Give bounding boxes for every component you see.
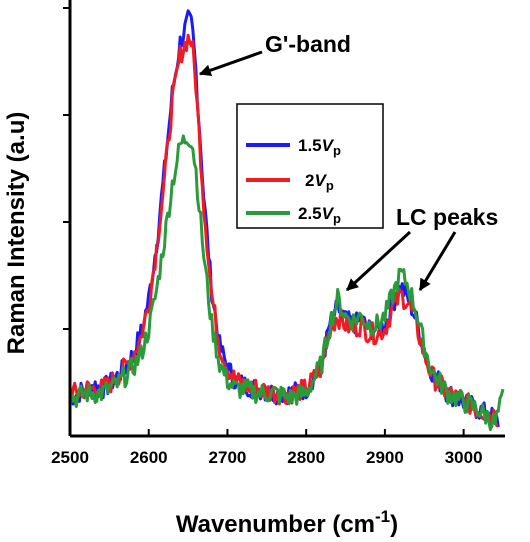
x-tick-label: 2900 — [366, 448, 404, 467]
legend-label-1: 1.5Vp — [298, 136, 341, 158]
lc-arrow-right — [418, 231, 457, 292]
x-ticks: 2500 2600 2700 2800 2900 3000 — [51, 429, 483, 467]
legend-label-3: 2.5Vp — [298, 204, 341, 226]
x-tick-label: 2500 — [51, 448, 89, 467]
y-ticks — [63, 7, 70, 330]
x-tick-label: 2700 — [209, 448, 247, 467]
g-band-label: G'-band — [265, 31, 351, 57]
lc-arrow-left — [345, 230, 412, 292]
series-line-3 — [68, 134, 505, 432]
x-axis-title: Wavenumber (cm-1) — [176, 507, 398, 538]
legend: 1.5Vp 2Vp 2.5Vp — [236, 103, 384, 229]
legend-label-2: 2Vp — [305, 171, 334, 193]
x-tick-label: 2600 — [130, 448, 168, 467]
x-tick-label: 2800 — [287, 448, 325, 467]
legend-box — [236, 103, 384, 229]
lc-peaks-label: LC peaks — [396, 204, 498, 230]
y-axis-title: Raman Intensity (a.u) — [3, 112, 30, 355]
x-tick-label: 3000 — [445, 448, 483, 467]
g-band-arrow — [198, 50, 263, 77]
series-layer — [68, 9, 505, 432]
